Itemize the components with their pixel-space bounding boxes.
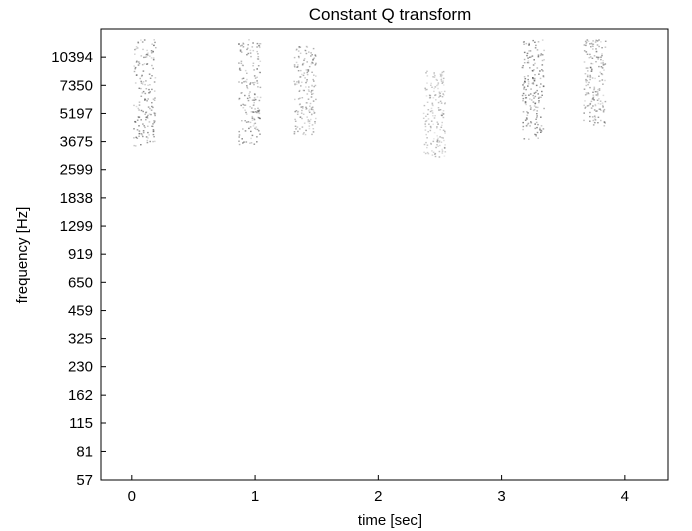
- chart-title: Constant Q transform: [309, 5, 472, 24]
- burst-1: [238, 39, 262, 146]
- x-tick-label: 1: [251, 488, 259, 505]
- burst-0: [133, 39, 157, 147]
- y-tick-label: 2599: [60, 162, 93, 179]
- x-axis: 0 1 2 3 4: [128, 475, 629, 505]
- y-tick-label: 7350: [60, 77, 93, 94]
- x-axis-label: time [sec]: [358, 512, 422, 529]
- y-tick-label: 325: [68, 331, 93, 348]
- burst-4: [521, 39, 545, 140]
- burst-2: [293, 45, 317, 136]
- x-tick-label: 2: [374, 488, 382, 505]
- y-tick-label: 650: [68, 274, 93, 291]
- y-tick-label: 459: [68, 303, 93, 320]
- y-axis: 57 81 115 162 230 325 459 650 919 1299 1838 2599 367…: [51, 49, 106, 489]
- x-tick-label: 3: [497, 488, 505, 505]
- y-tick-label: 230: [68, 359, 93, 376]
- y-tick-label: 5197: [60, 105, 93, 122]
- y-tick-label: 919: [68, 246, 93, 263]
- y-axis-label: frequency [Hz]: [14, 207, 31, 304]
- y-tick-label: 1299: [60, 218, 93, 235]
- plot-area: [110, 39, 659, 437]
- x-tick-label: 4: [621, 488, 629, 505]
- burst-3: [422, 70, 447, 158]
- burst-5: [583, 39, 607, 127]
- y-tick-label: 81: [76, 443, 93, 460]
- y-tick-label: 3675: [60, 134, 93, 151]
- y-tick-label: 57: [76, 472, 93, 489]
- y-tick-label: 115: [69, 415, 93, 432]
- x-tick-label: 0: [128, 488, 136, 505]
- y-tick-label: 10394: [51, 49, 93, 66]
- y-tick-label: 162: [68, 387, 93, 404]
- y-tick-label: 1838: [60, 190, 93, 207]
